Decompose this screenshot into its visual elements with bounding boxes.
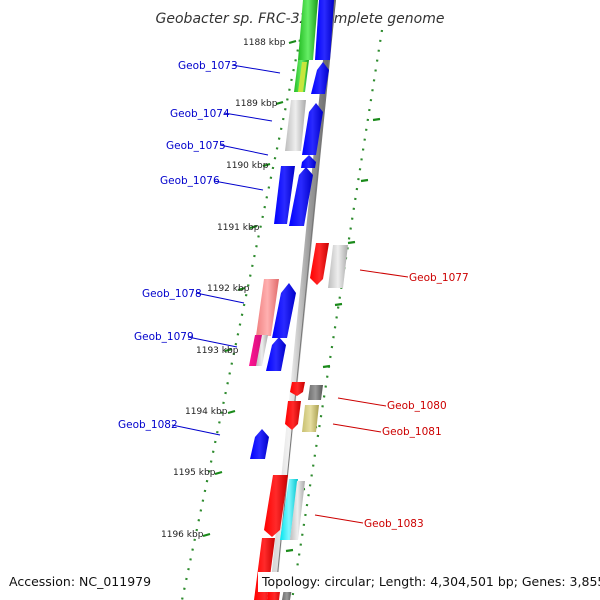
kbp-label-1190: 1190 kbp — [226, 161, 269, 171]
feature-pink-1078[interactable] — [256, 279, 279, 336]
gene-label-1079[interactable]: Geob_1079 — [134, 331, 194, 343]
feature-cyan-1083[interactable] — [280, 479, 298, 540]
feature-grey-1074[interactable] — [285, 100, 306, 151]
leader-1074 — [223, 112, 273, 122]
feature-dark-1080[interactable] — [308, 385, 323, 400]
leader-1080 — [337, 397, 387, 407]
gene-label-1082[interactable]: Geob_1082 — [118, 419, 178, 431]
genome-backbone — [269, 0, 336, 600]
accession-text: Accession: NC_011979 — [9, 574, 151, 589]
feature-olive-1081[interactable] — [302, 405, 319, 432]
feature-grey-1077[interactable] — [328, 245, 348, 288]
gene-label-1083[interactable]: Geob_1083 — [364, 518, 424, 530]
gene-label-1080[interactable]: Geob_1080 — [387, 400, 447, 412]
gene-1081-arrow[interactable] — [285, 401, 301, 430]
gene-label-1073[interactable]: Geob_1073 — [178, 60, 238, 72]
gene-1083-arrow[interactable] — [264, 475, 288, 537]
gene-1076a[interactable] — [274, 166, 295, 224]
kbp-label-1193: 1193 kbp — [196, 346, 239, 356]
feature-magenta-1079[interactable] — [249, 335, 263, 366]
leader-1083 — [314, 514, 364, 524]
gene-1073-arrow[interactable] — [311, 62, 329, 94]
left-track-border — [180, 29, 304, 600]
leader-1076 — [213, 180, 264, 191]
leader-1081 — [332, 423, 382, 433]
gene-1077-arrow[interactable] — [310, 243, 329, 285]
gene-1076-arrow[interactable] — [289, 167, 313, 226]
kbp-label-1189: 1189 kbp — [235, 99, 278, 109]
kbp-label-1195: 1195 kbp — [173, 468, 216, 478]
gene-1074-arrow[interactable] — [302, 103, 323, 155]
gene-1082-arrow[interactable] — [250, 429, 269, 459]
leader-1073 — [231, 64, 281, 74]
feature-grey-1083 — [290, 481, 305, 540]
leader-1082 — [171, 424, 221, 436]
right-track-border — [290, 29, 384, 600]
kbp-label-1196: 1196 kbp — [161, 530, 204, 540]
gene-label-1081[interactable]: Geob_1081 — [382, 426, 442, 438]
leader-1075 — [219, 144, 269, 156]
gene-1075-arrow[interactable] — [301, 155, 316, 168]
kbp-label-1192: 1192 kbp — [207, 284, 250, 294]
leader-1077 — [359, 269, 409, 278]
genome-title: Geobacter sp. FRC-32, complete genome — [156, 11, 445, 27]
gene-1080-arrow[interactable] — [290, 382, 305, 396]
genome-summary-text: Topology: circular; Length: 4,304,501 bp… — [261, 574, 600, 589]
kbp-label-1191: 1191 kbp — [217, 223, 260, 233]
leader-1078 — [195, 292, 245, 304]
feature-green-top[interactable] — [298, 0, 318, 60]
gene-label-1074[interactable]: Geob_1074 — [170, 108, 230, 120]
kbp-label-1188: 1188 kbp — [243, 38, 286, 48]
kbp-label-1194: 1194 kbp — [185, 407, 228, 417]
feature-blue-top[interactable] — [315, 0, 334, 60]
gene-label-1075[interactable]: Geob_1075 — [166, 140, 226, 152]
leader-1079 — [187, 336, 238, 348]
gene-label-1078[interactable]: Geob_1078 — [142, 288, 202, 300]
gene-label-1076[interactable]: Geob_1076 — [160, 175, 220, 187]
gene-label-1077[interactable]: Geob_1077 — [409, 272, 469, 284]
feature-grey-1079 — [256, 335, 268, 366]
gene-1078-arrow[interactable] — [272, 283, 296, 338]
gene-1079-arrow[interactable] — [266, 337, 286, 371]
